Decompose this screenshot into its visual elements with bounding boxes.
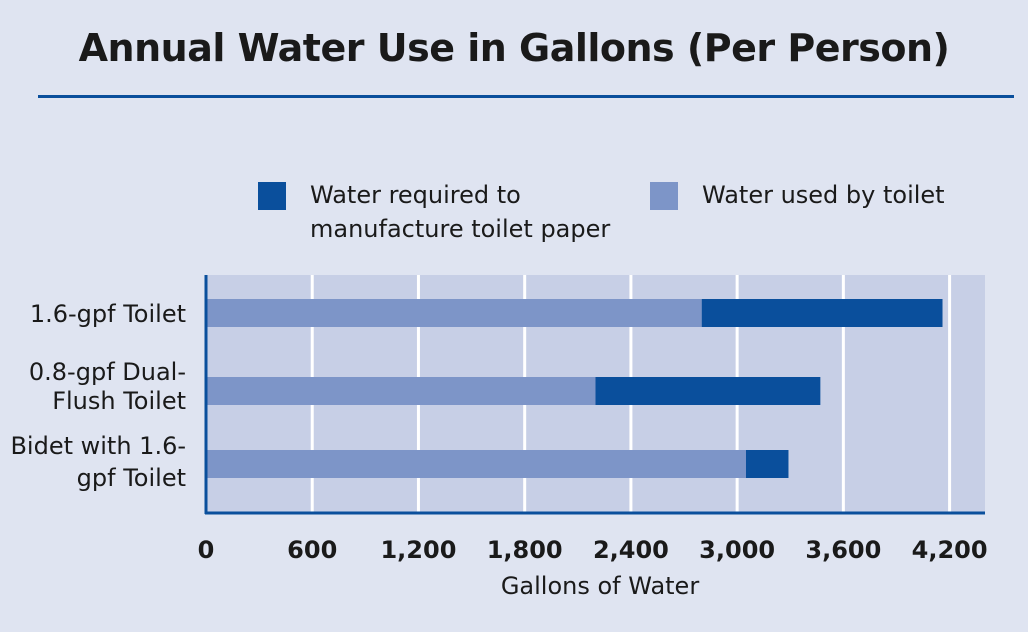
bar-segment: [745, 450, 789, 478]
legend-swatch-manufacture: [258, 182, 286, 210]
x-tick-label: 3,000: [699, 536, 775, 564]
bar-segment: [206, 377, 596, 405]
x-tick-label: 1,800: [487, 536, 563, 564]
legend-entry-manufacture: Water required to manufacture toilet pap…: [258, 178, 658, 246]
category-label: Flush Toilet: [52, 387, 186, 415]
legend-label-toilet: Water used by toilet: [702, 178, 945, 212]
bar-segment: [206, 450, 746, 478]
legend-label-line: Water required to: [310, 181, 521, 209]
chart-title: Annual Water Use in Gallons (Per Person): [78, 26, 950, 70]
x-tick-label: 2,400: [593, 536, 669, 564]
legend-entry-toilet: Water used by toilet: [650, 178, 1010, 212]
x-tick-label: 600: [287, 536, 337, 564]
title-divider: [38, 95, 1014, 98]
bar-segment: [701, 299, 943, 327]
bar-segment: [595, 377, 821, 405]
x-tick-label: 4,200: [912, 536, 988, 564]
x-tick-label: 0: [198, 536, 215, 564]
legend-label-line: manufacture toilet paper: [310, 215, 611, 243]
legend-label-manufacture: Water required to manufacture toilet pap…: [310, 178, 610, 246]
category-label: gpf Toilet: [77, 464, 186, 492]
x-tick-label: 1,200: [380, 536, 456, 564]
category-label: 1.6-gpf Toilet: [30, 300, 186, 328]
category-label: 0.8-gpf Dual-: [29, 358, 186, 386]
x-axis-label: Gallons of Water: [501, 572, 700, 600]
category-label: Bidet with 1.6-: [10, 432, 186, 460]
x-tick-label: 3,600: [805, 536, 881, 564]
bar-segment: [206, 299, 702, 327]
legend-swatch-toilet: [650, 182, 678, 210]
legend-label-line: Water used by toilet: [702, 181, 945, 209]
